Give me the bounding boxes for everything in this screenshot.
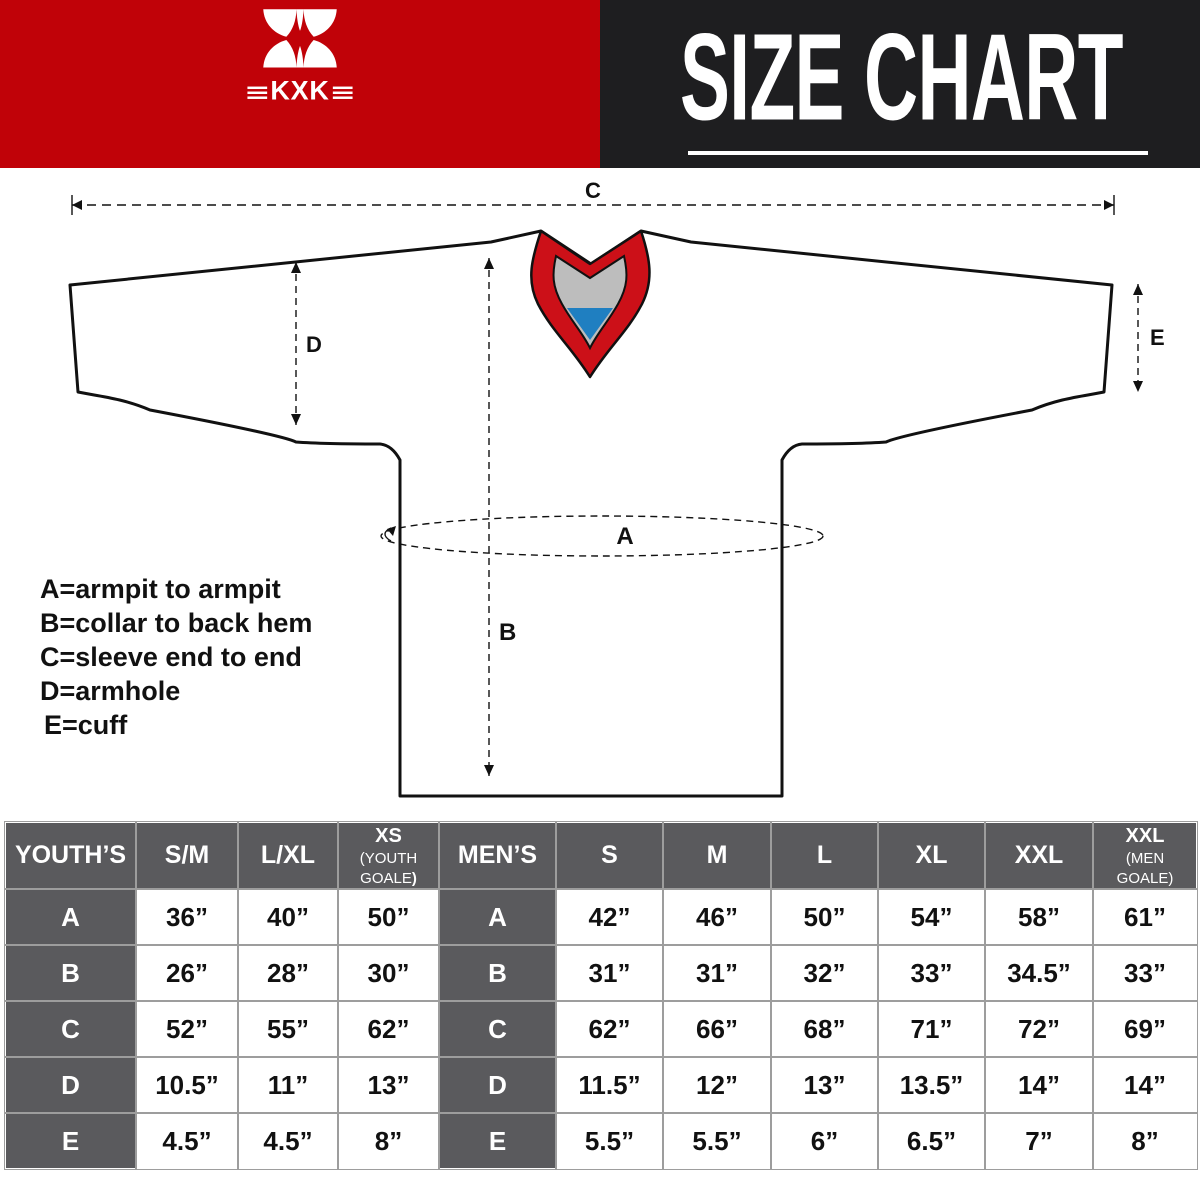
- svg-text:B: B: [499, 619, 516, 646]
- svg-text:A: A: [616, 523, 633, 550]
- svg-text:B=collar to back hem: B=collar to back hem: [40, 608, 312, 638]
- svg-text:E=cuff: E=cuff: [44, 710, 128, 740]
- svg-text:E: E: [1150, 325, 1165, 350]
- svg-text:A=armpit to armpit: A=armpit to armpit: [40, 574, 281, 604]
- svg-text:C: C: [585, 180, 601, 203]
- svg-text:D: D: [306, 332, 322, 357]
- svg-text:C=sleeve end to end: C=sleeve end to end: [40, 642, 302, 672]
- svg-text:KXK: KXK: [270, 76, 329, 106]
- svg-text:D=armhole: D=armhole: [40, 676, 180, 706]
